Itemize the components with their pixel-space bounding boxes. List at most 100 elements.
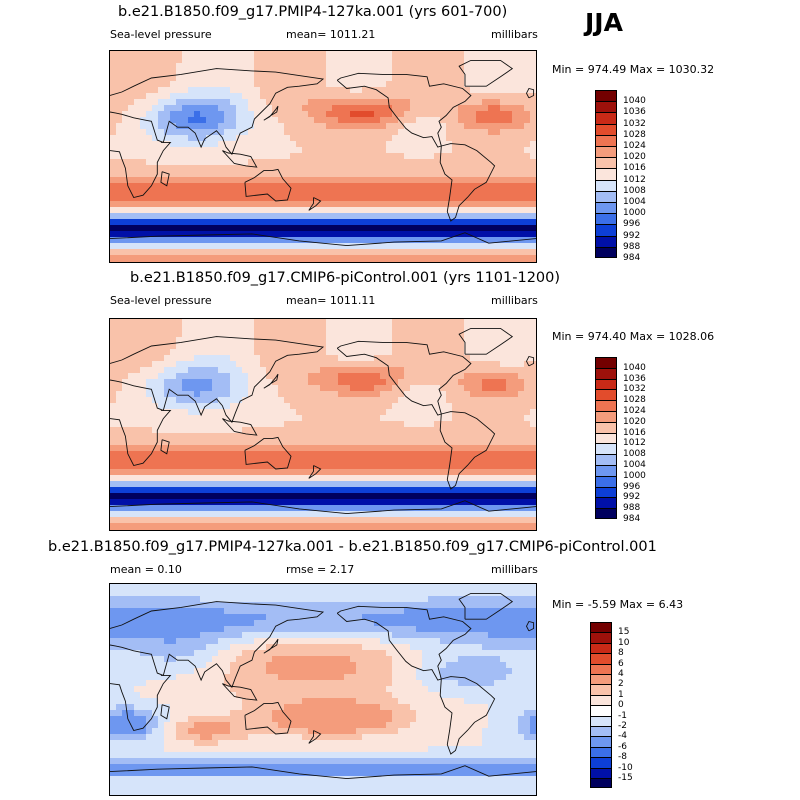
field-cell <box>158 319 165 326</box>
field-cell <box>356 207 363 214</box>
field-cell <box>218 141 225 148</box>
field-cell <box>392 255 399 262</box>
field-cell <box>218 111 225 118</box>
field-cell <box>134 409 141 416</box>
field-cell <box>410 81 417 88</box>
field-cell <box>428 373 435 380</box>
field-cell <box>428 117 435 124</box>
field-cell <box>482 153 489 160</box>
field-cell <box>152 195 159 202</box>
field-cell <box>230 195 237 202</box>
field-cell <box>296 249 303 256</box>
field-cell <box>422 355 429 362</box>
field-cell <box>464 195 471 202</box>
field-cell <box>248 183 255 190</box>
field-cell <box>224 219 231 226</box>
field-cell <box>512 75 519 82</box>
field-cell <box>530 57 536 64</box>
field-cell <box>152 231 159 238</box>
field-cell <box>344 469 351 476</box>
field-cell <box>518 249 525 256</box>
field-cell <box>392 57 399 64</box>
field-cell <box>194 105 201 112</box>
field-cell <box>302 183 309 190</box>
field-cell <box>194 165 201 172</box>
field-cell <box>134 123 141 130</box>
field-cell <box>350 165 357 172</box>
field-cell <box>350 505 357 512</box>
field-cell <box>386 189 393 196</box>
field-cell <box>116 337 123 344</box>
field-cell <box>158 219 165 226</box>
field-cell <box>332 481 339 488</box>
field-cell <box>212 343 219 350</box>
field-cell <box>506 261 513 262</box>
field-cell <box>494 349 501 356</box>
field-cell <box>236 367 243 374</box>
field-cell <box>182 147 189 154</box>
field-cell <box>146 343 153 350</box>
panel-1-title: b.e21.B1850.f09_g17.PMIP4-127ka.001 (yrs… <box>118 4 508 20</box>
field-cell <box>146 337 153 344</box>
field-cell <box>374 231 381 238</box>
field-cell <box>146 421 153 428</box>
field-cell <box>434 457 441 464</box>
field-cell <box>110 243 117 250</box>
field-cell <box>482 391 489 398</box>
field-cell <box>470 373 477 380</box>
field-cell <box>182 93 189 100</box>
field-cell <box>140 481 147 488</box>
field-cell <box>464 141 471 148</box>
field-cell <box>122 135 129 142</box>
field-cell <box>404 379 411 386</box>
field-cell <box>440 421 447 428</box>
field-cell <box>218 421 225 428</box>
field-cell <box>512 261 519 262</box>
field-cell <box>476 403 483 410</box>
field-cell <box>314 255 321 262</box>
field-cell <box>476 93 483 100</box>
field-cell <box>152 69 159 76</box>
field-cell <box>278 331 285 338</box>
field-cell <box>452 355 459 362</box>
field-cell <box>356 177 363 184</box>
field-cell <box>284 261 291 262</box>
field-cell <box>212 475 219 482</box>
field-cell <box>248 511 255 518</box>
field-cell <box>128 237 135 244</box>
field-cell <box>140 445 147 452</box>
field-cell <box>356 457 363 464</box>
field-cell <box>308 183 315 190</box>
field-cell <box>158 153 165 160</box>
field-cell <box>224 57 231 64</box>
field-cell <box>422 147 429 154</box>
field-cell <box>242 159 249 166</box>
field-cell <box>338 457 345 464</box>
field-cell <box>170 475 177 482</box>
field-cell <box>470 207 477 214</box>
field-cell <box>242 355 249 362</box>
field-cell <box>500 421 507 428</box>
field-cell <box>158 237 165 244</box>
field-cell <box>410 343 417 350</box>
field-cell <box>386 159 393 166</box>
field-cell <box>356 463 363 470</box>
field-cell <box>116 379 123 386</box>
field-cell <box>158 499 165 506</box>
field-cell <box>242 57 249 64</box>
field-cell <box>254 421 261 428</box>
field-cell <box>188 255 195 262</box>
field-cell <box>266 337 273 344</box>
field-cell <box>380 141 387 148</box>
field-cell <box>248 69 255 76</box>
field-cell <box>266 195 273 202</box>
field-cell <box>524 451 531 458</box>
field-cell <box>302 319 309 326</box>
field-cell <box>530 195 536 202</box>
field-cell <box>122 75 129 82</box>
field-cell <box>260 487 267 494</box>
field-cell <box>200 249 207 256</box>
field-cell <box>356 75 363 82</box>
field-cell <box>422 343 429 350</box>
field-cell <box>494 123 501 130</box>
